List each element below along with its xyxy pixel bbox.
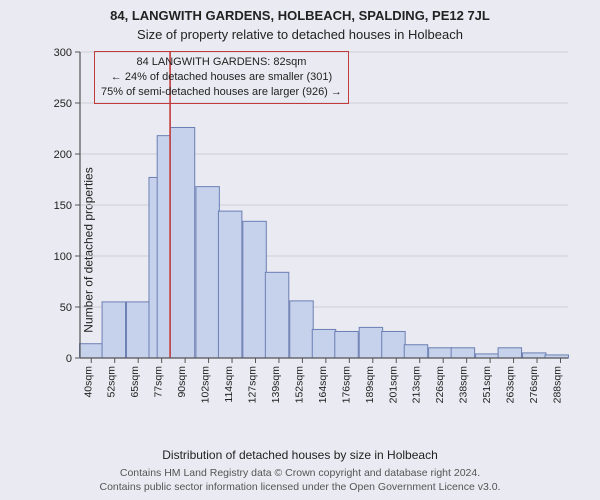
x-axis-label: Distribution of detached houses by size …: [0, 448, 600, 462]
page-subtitle: Size of property relative to detached ho…: [0, 23, 600, 42]
svg-text:250: 250: [54, 98, 72, 110]
svg-text:213sqm: 213sqm: [411, 366, 423, 404]
svg-text:127sqm: 127sqm: [246, 366, 258, 404]
svg-text:201sqm: 201sqm: [387, 366, 399, 404]
page-title: 84, LANGWITH GARDENS, HOLBEACH, SPALDING…: [0, 0, 600, 23]
svg-text:189sqm: 189sqm: [364, 366, 376, 404]
footer: Contains HM Land Registry data © Crown c…: [0, 466, 600, 494]
svg-text:40sqm: 40sqm: [82, 366, 94, 398]
svg-text:200: 200: [54, 149, 72, 161]
svg-text:102sqm: 102sqm: [200, 366, 212, 404]
svg-text:263sqm: 263sqm: [505, 366, 517, 404]
svg-text:0: 0: [66, 353, 72, 365]
svg-text:300: 300: [54, 48, 72, 59]
svg-text:152sqm: 152sqm: [293, 366, 305, 404]
svg-text:139sqm: 139sqm: [270, 366, 282, 404]
svg-text:251sqm: 251sqm: [481, 366, 493, 404]
chart-container: 0 50 100 150 200 250 300 40sqm 52sqm 65sqm 77sqm 90…: [52, 48, 572, 408]
svg-text:150: 150: [54, 200, 72, 212]
svg-text:50: 50: [60, 302, 72, 314]
svg-text:176sqm: 176sqm: [340, 366, 352, 404]
footer-line-2: Contains public sector information licen…: [0, 480, 600, 494]
annotation-line-3: 75% of semi-detached houses are larger (…: [101, 85, 342, 100]
svg-text:65sqm: 65sqm: [129, 366, 141, 398]
annotation-line-1: 84 LANGWITH GARDENS: 82sqm: [101, 55, 342, 70]
svg-text:52sqm: 52sqm: [106, 366, 118, 398]
svg-text:238sqm: 238sqm: [458, 366, 470, 404]
svg-text:100: 100: [54, 251, 72, 263]
annotation-line-2: ← 24% of detached houses are smaller (30…: [101, 70, 342, 85]
annotation-box: 84 LANGWITH GARDENS: 82sqm ← 24% of deta…: [94, 51, 349, 104]
svg-text:288sqm: 288sqm: [551, 366, 563, 404]
svg-text:276sqm: 276sqm: [528, 366, 540, 404]
svg-text:90sqm: 90sqm: [176, 366, 188, 398]
svg-text:226sqm: 226sqm: [434, 366, 446, 404]
footer-line-1: Contains HM Land Registry data © Crown c…: [0, 466, 600, 480]
svg-text:77sqm: 77sqm: [153, 366, 165, 398]
svg-text:114sqm: 114sqm: [223, 366, 235, 403]
svg-text:164sqm: 164sqm: [317, 366, 329, 404]
